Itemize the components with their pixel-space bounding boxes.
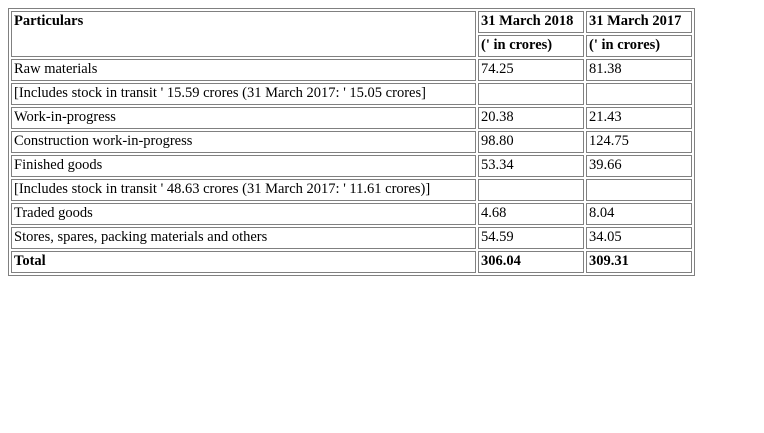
table-row: Work-in-progress 20.38 21.43 bbox=[11, 107, 692, 129]
row-value-2018: 74.25 bbox=[478, 59, 584, 81]
table-row: [Includes stock in transit ' 15.59 crore… bbox=[11, 83, 692, 105]
row-label: Raw materials bbox=[11, 59, 476, 81]
header-unit-2017: (' in crores) bbox=[586, 35, 692, 57]
row-value-2017: 8.04 bbox=[586, 203, 692, 225]
table-row: Stores, spares, packing materials and ot… bbox=[11, 227, 692, 249]
row-value-2018: 98.80 bbox=[478, 131, 584, 153]
header-row-years: Particulars 31 March 2018 31 March 2017 bbox=[11, 11, 692, 57]
header-row-units: (' in crores) (' in crores) bbox=[11, 35, 692, 57]
inventory-table: Particulars 31 March 2018 31 March 2017 … bbox=[8, 8, 695, 276]
row-value-2017: 39.66 bbox=[586, 155, 692, 177]
table-row: Traded goods 4.68 8.04 bbox=[11, 203, 692, 225]
row-label: Traded goods bbox=[11, 203, 476, 225]
row-label: [Includes stock in transit ' 15.59 crore… bbox=[11, 83, 476, 105]
row-value-2017 bbox=[586, 83, 692, 105]
row-value-2017: 81.38 bbox=[586, 59, 692, 81]
row-value-2018: 54.59 bbox=[478, 227, 584, 249]
row-value-2017 bbox=[586, 179, 692, 201]
row-value-2018: 20.38 bbox=[478, 107, 584, 129]
header-year-2017: 31 March 2017 bbox=[586, 11, 692, 33]
row-value-2018: 4.68 bbox=[478, 203, 584, 225]
row-label: Finished goods bbox=[11, 155, 476, 177]
header-unit-2018: (' in crores) bbox=[478, 35, 584, 57]
row-value-2018 bbox=[478, 179, 584, 201]
total-value-2017: 309.31 bbox=[586, 251, 692, 273]
row-label: Construction work-in-progress bbox=[11, 131, 476, 153]
row-label: Work-in-progress bbox=[11, 107, 476, 129]
total-label: Total bbox=[11, 251, 476, 273]
header-year-2018: 31 March 2018 bbox=[478, 11, 584, 33]
table-row: [Includes stock in transit ' 48.63 crore… bbox=[11, 179, 692, 201]
row-value-2017: 124.75 bbox=[586, 131, 692, 153]
header-particulars: Particulars bbox=[11, 11, 476, 57]
total-row: Total 306.04 309.31 bbox=[11, 251, 692, 273]
total-value-2018: 306.04 bbox=[478, 251, 584, 273]
row-label: [Includes stock in transit ' 48.63 crore… bbox=[11, 179, 476, 201]
row-value-2017: 34.05 bbox=[586, 227, 692, 249]
table-row: Construction work-in-progress 98.80 124.… bbox=[11, 131, 692, 153]
row-value-2017: 21.43 bbox=[586, 107, 692, 129]
row-value-2018 bbox=[478, 83, 584, 105]
table-row: Finished goods 53.34 39.66 bbox=[11, 155, 692, 177]
table-row: Raw materials 74.25 81.38 bbox=[11, 59, 692, 81]
inventory-table-container: Particulars 31 March 2018 31 March 2017 … bbox=[8, 8, 695, 276]
row-label: Stores, spares, packing materials and ot… bbox=[11, 227, 476, 249]
row-value-2018: 53.34 bbox=[478, 155, 584, 177]
